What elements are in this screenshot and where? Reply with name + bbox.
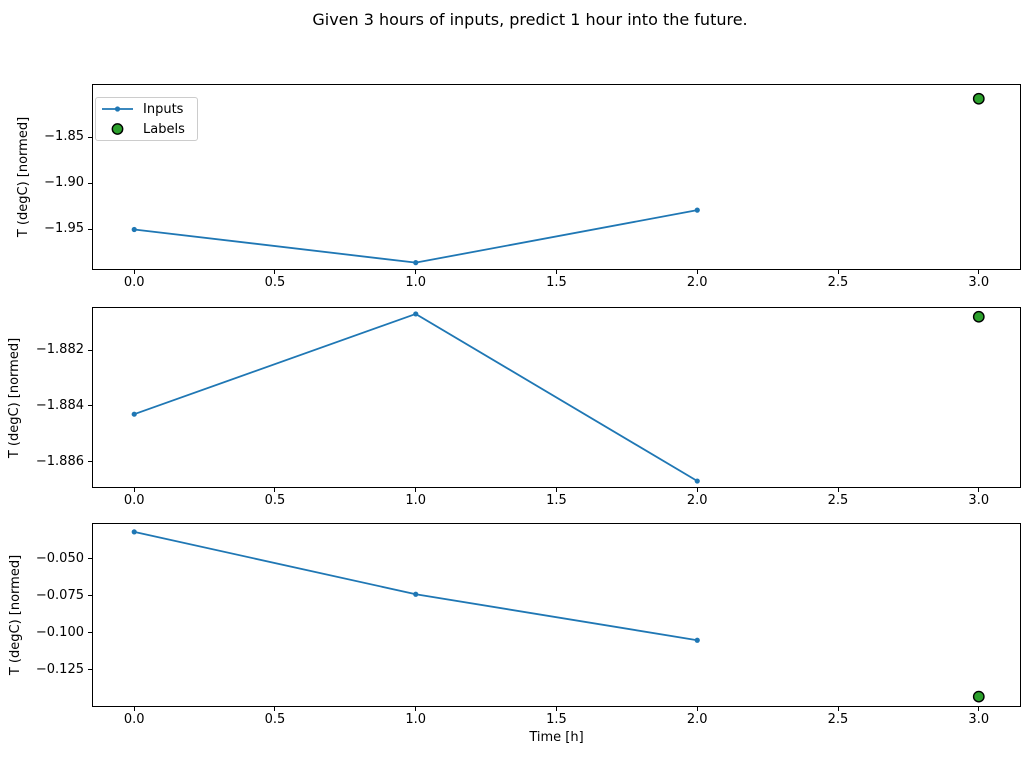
subplot-1-axes <box>92 84 1021 270</box>
x-tick-mark <box>978 270 980 274</box>
legend-item-labels: Labels <box>101 119 185 139</box>
x-tick-mark <box>274 488 276 492</box>
y-tick-label: −1.884 <box>35 397 84 413</box>
x-tick-label: 1.0 <box>405 493 427 508</box>
x-tick-label: 1.5 <box>546 712 567 727</box>
x-tick-mark <box>837 488 839 492</box>
legend-item-inputs: Inputs <box>101 99 185 119</box>
y-axis-label: T (degC) [normed] <box>16 116 31 238</box>
x-tick-mark <box>696 270 698 274</box>
x-tick-mark <box>696 707 698 711</box>
x-tick-label: 0.5 <box>264 275 286 290</box>
x-tick-mark <box>837 270 839 274</box>
x-tick-label: 2.0 <box>686 275 708 290</box>
y-tick-mark <box>88 595 92 597</box>
x-tick-label: 2.0 <box>686 712 708 727</box>
legend-line-dot <box>114 106 121 112</box>
y-tick-mark <box>88 558 92 560</box>
x-tick-label: 1.5 <box>546 275 567 290</box>
x-tick-label: 0.0 <box>123 275 145 290</box>
x-tick-mark <box>556 270 557 274</box>
y-tick-mark <box>88 632 92 634</box>
x-tick-mark <box>415 488 417 492</box>
y-tick-label: −1.85 <box>44 129 84 145</box>
subplot-2-axes <box>92 307 1021 488</box>
subplot-3-axes <box>92 523 1021 707</box>
figure-title: Given 3 hours of inputs, predict 1 hour … <box>312 10 748 29</box>
x-tick-mark <box>978 707 980 711</box>
y-tick-label: −1.90 <box>44 175 84 191</box>
y-tick-label: −1.886 <box>35 453 84 469</box>
y-tick-mark <box>88 405 92 407</box>
legend: Inputs Labels <box>95 97 198 141</box>
legend-label: Inputs <box>143 101 184 117</box>
y-tick-label: −1.95 <box>44 221 84 237</box>
y-tick-label: −1.882 <box>35 342 84 358</box>
x-tick-mark <box>837 707 839 711</box>
x-tick-mark <box>696 488 698 492</box>
x-tick-label: 3.0 <box>968 712 990 727</box>
y-tick-mark <box>88 228 92 230</box>
y-tick-label: −0.050 <box>35 550 84 566</box>
legend-label: Labels <box>143 121 185 137</box>
x-tick-label: 1.0 <box>405 712 427 727</box>
x-tick-label: 0.5 <box>264 493 286 508</box>
x-tick-mark <box>133 488 135 492</box>
x-tick-label: 0.0 <box>123 493 145 508</box>
y-axis-label: T (degC) [normed] <box>8 554 23 676</box>
x-tick-label: 3.0 <box>968 275 990 290</box>
x-tick-label: 1.5 <box>546 493 567 508</box>
y-tick-label: −0.100 <box>35 624 84 640</box>
x-tick-label: 2.0 <box>686 493 708 508</box>
x-tick-label: 0.5 <box>264 712 286 727</box>
legend-labels-sample-icon <box>111 123 124 135</box>
y-tick-mark <box>88 669 92 671</box>
legend-circle <box>111 123 124 135</box>
y-tick-label: −0.125 <box>35 661 84 677</box>
x-tick-mark <box>556 707 557 711</box>
y-axis-label: T (degC) [normed] <box>7 337 22 458</box>
y-tick-mark <box>88 461 92 463</box>
x-tick-label: 2.5 <box>827 493 849 508</box>
x-tick-mark <box>556 488 557 492</box>
x-tick-label: 0.0 <box>123 712 145 727</box>
x-tick-mark <box>133 270 135 274</box>
y-tick-label: −0.075 <box>35 587 84 603</box>
x-tick-mark <box>274 270 276 274</box>
y-tick-mark <box>88 182 92 184</box>
x-tick-label: 3.0 <box>968 493 990 508</box>
x-axis-label: Time [h] <box>529 730 584 745</box>
x-tick-mark <box>274 707 276 711</box>
x-tick-label: 2.5 <box>827 712 849 727</box>
x-tick-mark <box>133 707 135 711</box>
legend-inputs-sample-icon <box>102 106 133 112</box>
x-tick-label: 2.5 <box>827 275 849 290</box>
x-tick-mark <box>415 270 417 274</box>
x-tick-mark <box>978 488 980 492</box>
x-tick-label: 1.0 <box>405 275 427 290</box>
y-tick-mark <box>88 349 92 351</box>
y-tick-mark <box>88 136 92 138</box>
x-tick-mark <box>415 707 417 711</box>
